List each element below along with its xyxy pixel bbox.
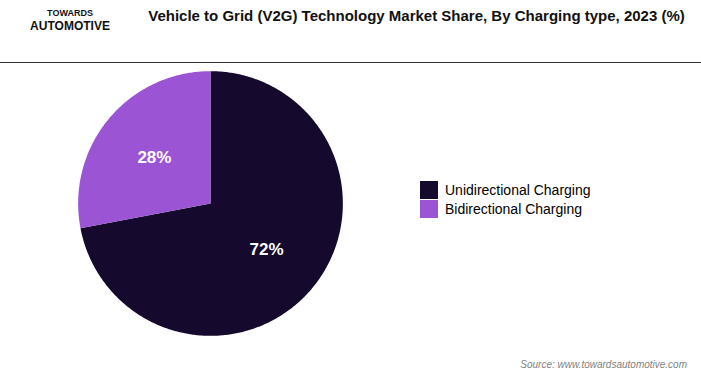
html-text:TOWARDS: TOWARDS [47, 8, 93, 18]
html-text:Unidirectional Charging: Unidirectional Charging [445, 181, 591, 198]
svg-text:72%: 72% [250, 240, 284, 259]
html-text:Bidirectional Charging: Bidirectional Charging [445, 200, 582, 217]
html-text:Source: www.towardsautomotive.: Source: www.towardsautomotive.com [520, 359, 687, 370]
html-text:Vehicle to Grid (V2G) Technolo: Vehicle to Grid (V2G) Technology Market … [148, 7, 685, 24]
html-text:AUTOMOTIVE: AUTOMOTIVE [30, 18, 110, 33]
svg-text:28%: 28% [137, 148, 171, 167]
